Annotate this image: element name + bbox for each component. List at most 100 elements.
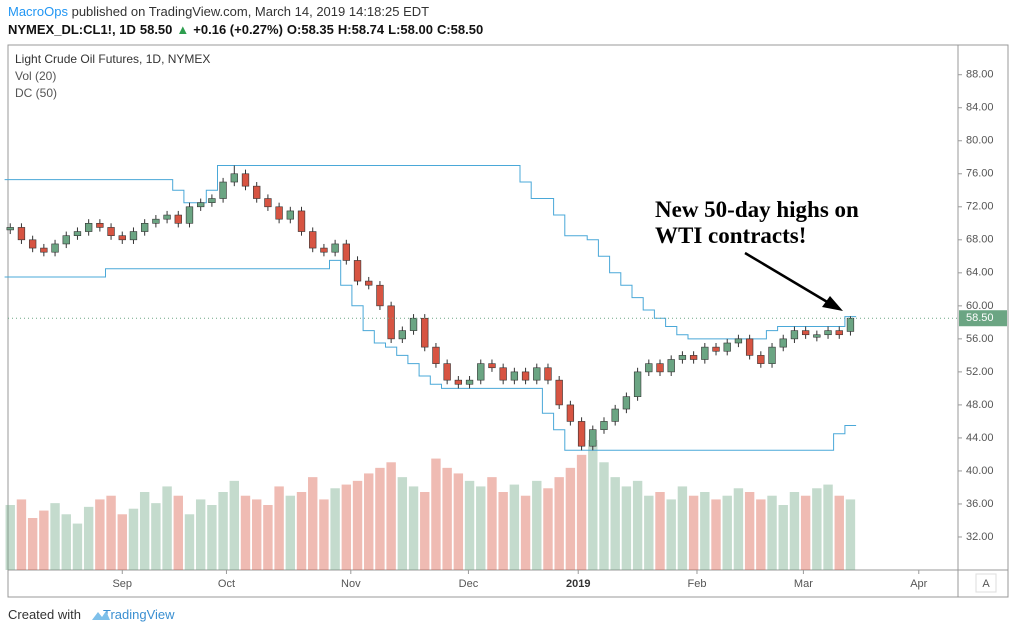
indicator-label: Vol (20) xyxy=(15,69,56,83)
candle-body xyxy=(477,363,485,381)
annotation: New 50-day highs on xyxy=(655,197,859,222)
candle-body xyxy=(342,243,350,261)
volume-bar xyxy=(800,495,811,570)
candle-body xyxy=(28,239,37,249)
volume-bar xyxy=(375,467,385,570)
volume-bar xyxy=(16,499,27,570)
y-tick-label: 64.00 xyxy=(966,267,994,279)
auto-scale-button[interactable] xyxy=(975,573,997,593)
candle-body xyxy=(510,371,519,381)
candle-body xyxy=(611,408,619,422)
volume-bar xyxy=(823,484,833,570)
candle-body xyxy=(846,317,855,332)
volume-bar xyxy=(128,508,139,570)
y-tick-label: 52.00 xyxy=(966,366,994,378)
volume-bar xyxy=(442,467,452,570)
y-tick-label: 76.00 xyxy=(966,168,994,180)
candle-body xyxy=(533,367,541,381)
volume-bar xyxy=(285,495,296,570)
y-tick-label: 40.00 xyxy=(966,465,994,477)
published: published on TradingView.com, March 14, … xyxy=(71,4,430,19)
volume-bar xyxy=(498,492,508,570)
x-tick-label: Oct xyxy=(218,578,235,590)
volume-bar xyxy=(632,480,643,570)
y-tick-label: 36.00 xyxy=(966,498,994,510)
candle-body xyxy=(353,260,362,282)
candle-body xyxy=(409,317,418,331)
candle-body xyxy=(723,342,731,352)
candle-body xyxy=(163,214,171,220)
publish-line: MacroOps published on TradingView.com, M… xyxy=(8,4,429,19)
candle-body xyxy=(521,371,530,381)
x-tick-label: Sep xyxy=(112,578,132,590)
volume-bar xyxy=(72,523,83,570)
candle-body xyxy=(443,363,451,381)
candle-body xyxy=(432,346,440,364)
candle-body xyxy=(331,243,339,253)
y-tick-label: 44.00 xyxy=(966,432,994,444)
candle-body xyxy=(577,421,586,447)
volume-bar xyxy=(83,506,94,570)
annotation: WTI contracts! xyxy=(655,223,806,248)
candle-body xyxy=(96,223,104,228)
candle-body xyxy=(208,198,216,203)
volume-bar xyxy=(364,473,374,570)
candle-body xyxy=(197,202,205,208)
candle-body xyxy=(801,330,810,336)
candle-body xyxy=(387,305,395,340)
candle-body xyxy=(219,181,227,199)
y-tick-label: 84.00 xyxy=(966,102,994,114)
volume-bar xyxy=(50,503,60,570)
x-tick-label: Nov xyxy=(341,578,361,590)
volume-bar xyxy=(834,495,844,570)
volume-bar xyxy=(688,495,699,570)
volume-bar xyxy=(677,486,688,570)
volume-bar xyxy=(453,473,464,570)
ohlc: C:58.50 xyxy=(436,22,484,37)
volume-bar xyxy=(319,499,329,570)
candle-body xyxy=(376,284,384,307)
x-tick-label: 2019 xyxy=(566,578,590,590)
volume-bar xyxy=(644,495,654,570)
volume-bar xyxy=(151,503,161,570)
volume-bar xyxy=(789,492,800,570)
candle-body xyxy=(488,363,496,369)
candle-body xyxy=(264,198,272,208)
candle-body xyxy=(622,396,631,410)
volume-bar xyxy=(588,440,598,570)
author[interactable]: MacroOps xyxy=(8,4,68,19)
volume-bar xyxy=(711,499,721,570)
volume-bar xyxy=(778,505,788,570)
volume-bar xyxy=(565,467,576,570)
candle-body xyxy=(835,330,843,336)
brand[interactable]: TradingView xyxy=(102,607,175,622)
candle-body xyxy=(465,379,474,385)
volume-bar xyxy=(509,484,520,570)
candle-body xyxy=(734,338,743,344)
volume-bar xyxy=(700,492,710,570)
auto-scale-label[interactable]: A xyxy=(982,578,990,590)
candle-body xyxy=(365,280,373,286)
candle-body xyxy=(555,379,563,406)
volume-bar xyxy=(845,499,856,570)
volume-bar xyxy=(296,492,307,570)
candle-body xyxy=(118,235,126,241)
candle-body xyxy=(589,429,597,447)
ohlc: H:58.74 xyxy=(337,22,385,37)
volume-bar xyxy=(39,510,49,570)
ohlc: L:58.00 xyxy=(388,22,433,37)
volume-bar xyxy=(599,462,609,570)
y-tick-label: 72.00 xyxy=(966,201,994,213)
candle-body xyxy=(678,355,687,360)
volume-bar xyxy=(352,480,363,570)
volume-bar xyxy=(532,480,542,570)
candle-body xyxy=(421,317,429,348)
volume-bar xyxy=(162,486,172,570)
volume-bar xyxy=(520,495,531,570)
volume-bar xyxy=(476,486,486,570)
created-with: Created with xyxy=(8,607,81,622)
candle-body xyxy=(824,330,832,336)
indicator-label: DC (50) xyxy=(15,86,57,100)
volume-bar xyxy=(274,486,284,570)
